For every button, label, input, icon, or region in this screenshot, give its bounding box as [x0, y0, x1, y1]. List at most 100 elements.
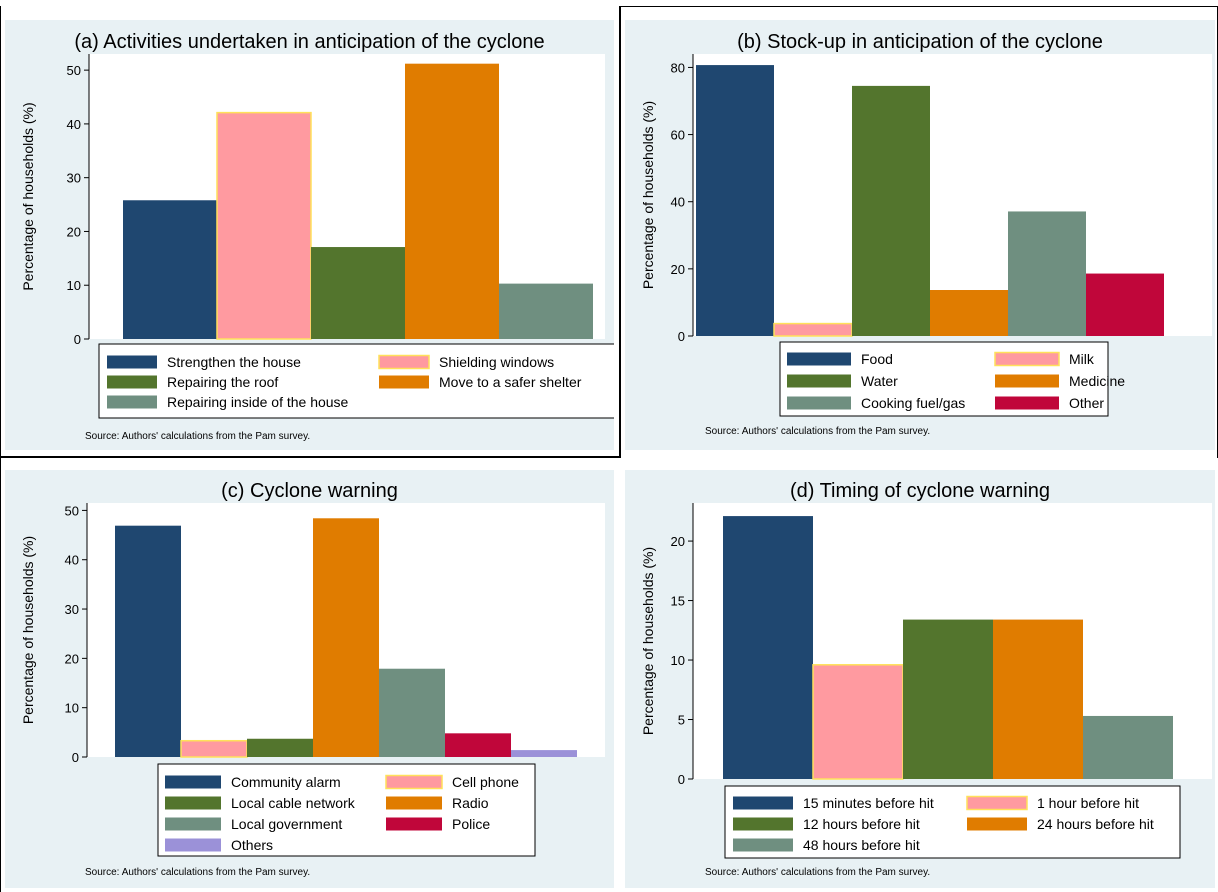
- y-tick-label: 20: [67, 224, 81, 239]
- bar-other: [1086, 273, 1164, 336]
- legend-swatch: [379, 375, 429, 389]
- legend-label: Move to a safer shelter: [439, 374, 582, 390]
- legend-label: 1 hour before hit: [1037, 795, 1139, 811]
- bar-others: [511, 750, 577, 757]
- legend-label: Strengthen the house: [167, 354, 301, 370]
- legend-swatch: [386, 817, 442, 831]
- y-axis-title: Percentage of households (%): [640, 547, 656, 735]
- legend-swatch: [994, 351, 1060, 367]
- bar-local-government: [379, 668, 445, 757]
- legend-label: Others: [231, 837, 273, 853]
- panel-a-activities: (a) Activities undertaken in anticipatio…: [5, 20, 614, 450]
- y-tick-label: 20: [65, 651, 79, 666]
- legend-swatch: [165, 817, 221, 831]
- y-tick-label: 50: [65, 503, 79, 518]
- legend-label: Local government: [231, 816, 342, 832]
- legend-label: Cooking fuel/gas: [861, 395, 965, 411]
- bar-police: [445, 733, 511, 757]
- legend-label: Repairing the roof: [167, 374, 278, 390]
- legend-swatch: [378, 354, 430, 370]
- bar-community-alarm: [115, 525, 181, 757]
- y-tick-label: 30: [65, 602, 79, 617]
- chart-title: (c) Cyclone warning: [221, 480, 398, 502]
- bar-cell-phone: [180, 739, 248, 758]
- legend-swatch: [733, 838, 793, 852]
- legend-swatch: [966, 795, 1028, 811]
- legend-box: [724, 785, 1181, 859]
- y-axis-title: Percentage of households (%): [640, 101, 656, 289]
- bar-milk: [773, 322, 853, 337]
- legend-swatch: [733, 796, 793, 810]
- bar-medicine: [930, 290, 1008, 336]
- y-tick-label: 40: [67, 117, 81, 132]
- bar-move-to-a-safer-shelter: [405, 63, 499, 339]
- legend-label: 12 hours before hit: [803, 816, 920, 832]
- chart-title: (b) Stock-up in anticipation of the cycl…: [737, 31, 1103, 53]
- bar-15-minutes-before-hit: [723, 516, 813, 779]
- legend-swatch: [165, 796, 221, 810]
- legend-label: Medicine: [1069, 373, 1125, 389]
- y-tick-label: 20: [671, 262, 685, 277]
- bar-1-hour-before-hit: [812, 664, 904, 780]
- y-tick-label: 0: [72, 750, 79, 765]
- y-tick-label: 0: [74, 332, 81, 347]
- bar-strengthen-the-house: [123, 200, 217, 339]
- legend-swatch: [107, 395, 157, 409]
- bar-local-cable-network: [247, 738, 313, 757]
- bar-repairing-inside-of-the-house: [499, 283, 593, 339]
- legend-label: Local cable network: [231, 795, 356, 811]
- y-tick-label: 5: [678, 713, 685, 728]
- legend-label: Milk: [1069, 351, 1095, 367]
- y-tick-label: 40: [65, 553, 79, 568]
- legend-swatch: [385, 774, 443, 790]
- legend-label: 24 hours before hit: [1037, 816, 1154, 832]
- chart-title: (a) Activities undertaken in anticipatio…: [74, 31, 544, 53]
- bar-food: [696, 65, 774, 337]
- legend-swatch: [107, 375, 157, 389]
- y-tick-label: 80: [671, 60, 685, 75]
- y-tick-label: 40: [671, 195, 685, 210]
- legend-label: 15 minutes before hit: [803, 795, 934, 811]
- legend-label: Repairing inside of the house: [167, 394, 349, 410]
- legend-swatch: [165, 838, 221, 852]
- y-tick-label: 50: [67, 63, 81, 78]
- y-tick-label: 30: [67, 171, 81, 186]
- legend-box: [98, 343, 614, 419]
- legend-label: 48 hours before hit: [803, 837, 920, 853]
- panel-b-stockup: (b) Stock-up in anticipation of the cycl…: [625, 20, 1215, 450]
- source-note: Source: Authors' calculations from the P…: [705, 426, 930, 437]
- bar-water: [852, 85, 930, 337]
- bar-radio: [313, 518, 379, 757]
- divider-vertical-top: [619, 6, 621, 458]
- legend-swatch: [995, 396, 1059, 410]
- y-tick-label: 10: [671, 653, 685, 668]
- legend-swatch: [787, 352, 851, 366]
- bar-12-hours-before-hit: [903, 619, 993, 779]
- y-tick-label: 10: [65, 701, 79, 716]
- y-tick-label: 20: [671, 534, 685, 549]
- legend-label: Radio: [452, 795, 489, 811]
- legend-label: Water: [861, 373, 898, 389]
- legend-swatch: [967, 817, 1027, 831]
- legend-swatch: [787, 396, 851, 410]
- chart-title: (d) Timing of cyclone warning: [790, 480, 1050, 502]
- y-tick-label: 10: [67, 278, 81, 293]
- legend-label: Shielding windows: [439, 354, 554, 370]
- legend-swatch: [107, 355, 157, 369]
- y-tick-label: 60: [671, 128, 685, 143]
- legend-swatch: [386, 796, 442, 810]
- legend-label: Other: [1069, 395, 1104, 411]
- y-tick-label: 0: [678, 772, 685, 787]
- bar-cooking-fuel-gas: [1008, 211, 1086, 336]
- bar-shielding-windows: [216, 111, 312, 340]
- legend-label: Police: [452, 816, 490, 832]
- legend-label: Cell phone: [452, 774, 519, 790]
- legend-swatch: [787, 374, 851, 388]
- border-left: [0, 6, 1, 892]
- legend-label: Food: [861, 351, 893, 367]
- divider-horizontal: [0, 456, 620, 458]
- panel-d-timing: (d) Timing of cyclone warning 0 5 10 15 20 Per…: [625, 470, 1215, 888]
- panel-c-warning: (c) Cyclone warning 0 10 20 30 40 50 Percentage…: [5, 470, 614, 888]
- y-axis-title: Percentage of households (%): [20, 102, 36, 290]
- source-note: Source: Authors' calculations from the P…: [85, 867, 310, 878]
